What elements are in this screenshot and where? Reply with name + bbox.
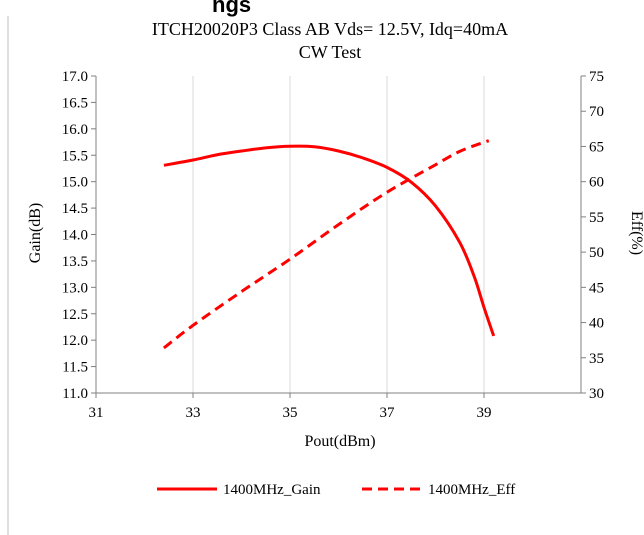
chart-title: ITCH20020P3 Class AB Vds= 12.5V, Idq=40m…: [152, 19, 508, 39]
series-layer: [162, 139, 496, 350]
y2-axis-title: Eff(%): [628, 211, 644, 255]
y-tick-label: 12.0: [62, 333, 88, 349]
chart-subtitle: CW Test: [299, 42, 362, 62]
y2-tick-label: 70: [589, 104, 604, 120]
x-tick-label: 37: [380, 405, 396, 421]
legend-gain-label: 1400MHz_Gain: [223, 482, 321, 498]
axes: [91, 75, 586, 398]
y2-tick-label: 65: [589, 139, 604, 155]
x-tick-label: 33: [186, 405, 201, 421]
y-tick-label: 16.0: [62, 122, 88, 138]
y2-tick-label: 55: [589, 210, 604, 226]
y-tick-label: 15.5: [62, 148, 88, 164]
y2-tick-label: 50: [589, 245, 604, 261]
y-tick-label: 17.0: [62, 69, 88, 85]
y2-tick-label: 60: [589, 175, 604, 191]
series-line-gain: [163, 144, 496, 337]
partial-header-text: ngs: [212, 0, 251, 17]
y2-tick-label: 45: [589, 280, 604, 296]
y-tick-label: 11.5: [62, 360, 88, 376]
y-tick-label: 12.5: [62, 307, 88, 323]
y-tick-label: 15.0: [62, 175, 88, 191]
x-tick-label: 35: [283, 405, 298, 421]
x-tick-label: 39: [477, 405, 492, 421]
y-axis-title: Gain(dB): [27, 203, 44, 263]
y2-tick-label: 40: [589, 316, 604, 332]
x-axis-title: Pout(dBm): [304, 433, 375, 450]
tick-labels: 11.0 11.5 12.0 12.5 13.0 13.5 14.0 14.5 15.0 15.5…: [62, 69, 604, 421]
y2-tick-label: 75: [589, 69, 604, 85]
y-tick-label: 14.5: [62, 201, 88, 217]
x-tick-label: 31: [89, 405, 104, 421]
y2-tick-label: 35: [589, 351, 604, 367]
legend-eff-label: 1400MHz_Eff: [428, 482, 515, 498]
y-tick-label: 13.0: [62, 280, 88, 296]
legend: 1400MHz_Gain 1400MHz_Eff: [157, 482, 515, 498]
y-tick-label: 16.5: [62, 95, 88, 111]
y-tick-label: 11.0: [62, 386, 88, 402]
series-line-eff: [162, 139, 490, 350]
y-tick-label: 13.5: [62, 254, 88, 270]
y2-tick-label: 30: [589, 386, 604, 402]
y-tick-label: 14.0: [62, 228, 88, 244]
grid-lines: [192, 76, 485, 393]
